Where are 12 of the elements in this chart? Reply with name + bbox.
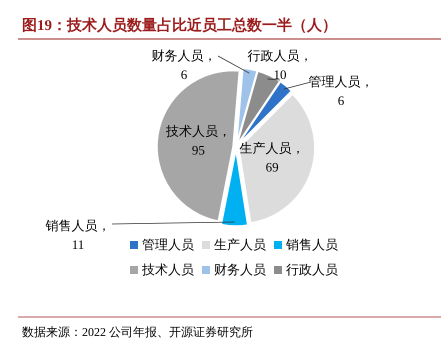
legend-label: 管理人员: [142, 237, 194, 252]
chart-title: 图19：技术人员数量占比近员工总数一半（人）: [22, 17, 337, 34]
data-label: 销售人员，11: [44, 218, 110, 252]
legend-label: 行政人员: [286, 262, 338, 277]
legend-label: 技术人员: [141, 262, 194, 277]
data-label: 技术人员，95: [164, 124, 231, 158]
source-note: 数据来源：2022 公司年报、开源证券研究所: [22, 325, 253, 339]
data-label: 财务人员，6: [152, 48, 216, 82]
legend-label: 生产人员: [214, 237, 266, 252]
data-label: 生产人员，69: [240, 140, 305, 175]
legend-label: 财务人员: [214, 262, 266, 277]
legend-label: 销售人员: [285, 237, 338, 252]
